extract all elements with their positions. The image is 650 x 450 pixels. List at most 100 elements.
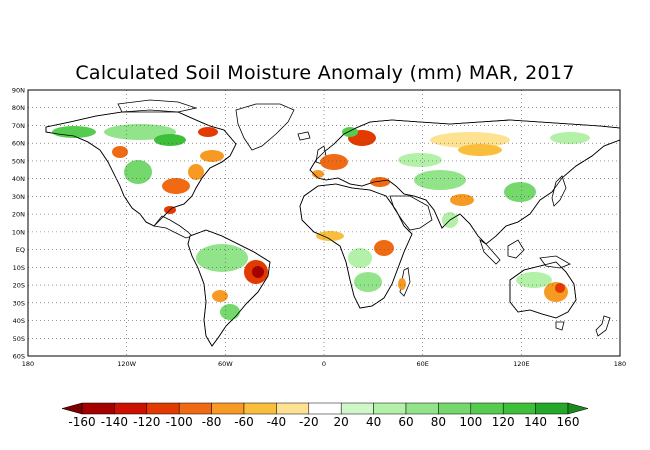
central-america bbox=[153, 215, 193, 239]
dry-west-africa bbox=[316, 231, 344, 241]
coastlines bbox=[45, 109, 620, 347]
colorbar-swatch bbox=[470, 402, 504, 415]
colorbar-swatch bbox=[178, 402, 212, 415]
lon-tick-label: 0 bbox=[322, 360, 326, 368]
colorbar-label: 80 bbox=[431, 415, 446, 429]
colorbar-label: 40 bbox=[366, 415, 381, 429]
lon-tick-label: 180 bbox=[22, 360, 34, 368]
lat-tick-label: 70N bbox=[12, 122, 25, 130]
new-zealand bbox=[595, 315, 611, 337]
wet-amazon bbox=[196, 244, 248, 272]
wet-east-siberia bbox=[550, 132, 590, 144]
colorbar-label: 140 bbox=[524, 415, 547, 429]
lat-tick-label: 50N bbox=[12, 157, 25, 165]
iceland bbox=[297, 131, 311, 141]
greenland bbox=[235, 103, 295, 151]
colorbar-label: 20 bbox=[334, 415, 349, 429]
dry-central-europe bbox=[320, 154, 348, 170]
dry-australia-core bbox=[555, 283, 565, 293]
lat-tick-label: 40S bbox=[13, 317, 25, 325]
wet-scandinavia bbox=[342, 127, 358, 137]
lat-tick-label: 60N bbox=[12, 140, 25, 148]
colorbar-label: 60 bbox=[398, 415, 413, 429]
dry-iberia bbox=[312, 170, 324, 178]
wet-southern-africa bbox=[354, 272, 382, 292]
japan bbox=[551, 175, 567, 207]
dry-quebec bbox=[200, 150, 224, 162]
colorbar-label: 160 bbox=[557, 415, 580, 429]
lat-tick-label: 20N bbox=[12, 211, 25, 219]
dry-brazil-core bbox=[252, 266, 264, 278]
lon-tick-label: 60E bbox=[416, 360, 428, 368]
lat-tick-label: 40N bbox=[12, 175, 25, 183]
colorbar-swatch bbox=[243, 402, 277, 415]
dry-siberia-core bbox=[458, 144, 502, 156]
lon-tick-label: 120W bbox=[117, 360, 136, 368]
colorbar-swatch bbox=[438, 402, 472, 415]
lat-tick-label: 90N bbox=[12, 87, 25, 95]
dry-madagascar-coast bbox=[398, 278, 406, 290]
dry-us-east bbox=[188, 164, 204, 180]
latitude-labels: 90N 80N 70N 60N 50N 40N 30N 20N 10N EQ 10S 20S 30S 40… bbox=[12, 87, 25, 361]
map-border bbox=[27, 89, 621, 357]
colorbar-arrow-high bbox=[567, 402, 589, 415]
dry-bolivia bbox=[212, 290, 228, 302]
colorbar-swatch bbox=[81, 402, 115, 415]
colorbar-label: -100 bbox=[166, 415, 193, 429]
wet-canada-east bbox=[154, 134, 186, 146]
colorbar-swatch bbox=[535, 402, 569, 415]
anomaly-shading bbox=[52, 124, 590, 320]
lat-tick-label: 50S bbox=[13, 335, 25, 343]
colorbar-label: -40 bbox=[267, 415, 287, 429]
colorbar-label: -60 bbox=[234, 415, 254, 429]
colorbar-swatch bbox=[276, 402, 310, 415]
colorbar-swatch bbox=[308, 402, 342, 415]
dry-balkans bbox=[370, 177, 390, 187]
colorbar-swatch bbox=[373, 402, 407, 415]
wet-central-africa bbox=[348, 248, 372, 268]
lat-tick-label: 30S bbox=[13, 299, 25, 307]
colorbar-label: -20 bbox=[299, 415, 319, 429]
lat-tick-label: 60S bbox=[13, 353, 25, 361]
grid-lines bbox=[28, 90, 620, 356]
lat-tick-label: 10N bbox=[12, 228, 25, 236]
lon-tick-label: 120E bbox=[513, 360, 530, 368]
lat-tick-label: 20S bbox=[13, 282, 25, 290]
wet-china bbox=[504, 182, 536, 202]
wet-russia bbox=[398, 153, 442, 167]
wet-australia-north bbox=[516, 272, 552, 288]
colorbar-label: -80 bbox=[202, 415, 222, 429]
lat-tick-label: 80N bbox=[12, 104, 25, 112]
colorbar-swatch bbox=[114, 402, 148, 415]
dry-labrador bbox=[198, 127, 218, 137]
colorbar-label: -120 bbox=[133, 415, 160, 429]
dry-siberia bbox=[430, 132, 510, 148]
colorbar-swatch bbox=[405, 402, 439, 415]
lon-tick-label: 60W bbox=[218, 360, 233, 368]
dry-us-south bbox=[162, 178, 190, 194]
colorbar-swatch bbox=[211, 402, 245, 415]
color-bar: -160 -140 -120 -100 -80 -60 -40 -20 20 40 60 80 100 1… bbox=[61, 402, 589, 429]
lon-tick-label: 180 bbox=[614, 360, 626, 368]
colorbar-swatch bbox=[502, 402, 536, 415]
dry-tibet bbox=[450, 194, 474, 206]
colorbar-arrow-low bbox=[61, 402, 83, 415]
wet-argentina bbox=[220, 304, 240, 320]
lat-tick-label: EQ bbox=[16, 246, 25, 254]
tasmania bbox=[555, 321, 565, 331]
wet-canada-north bbox=[104, 124, 176, 140]
longitude-labels: 180 120W 60W 0 60E 120E 180 bbox=[22, 360, 626, 368]
colorbar-swatch bbox=[146, 402, 180, 415]
colorbar-label: -140 bbox=[101, 415, 128, 429]
colorbar-swatch bbox=[340, 402, 374, 415]
colorbar-label: 120 bbox=[492, 415, 515, 429]
wet-us-west bbox=[124, 160, 152, 184]
colorbar-label: 100 bbox=[459, 415, 482, 429]
map-title: Calculated Soil Moisture Anomaly (mm) MA… bbox=[75, 62, 575, 84]
lat-tick-label: 10S bbox=[13, 264, 25, 272]
lat-tick-label: 30N bbox=[12, 193, 25, 201]
dry-alaska bbox=[112, 146, 128, 158]
dry-east-africa bbox=[374, 240, 394, 256]
borneo bbox=[507, 239, 525, 259]
